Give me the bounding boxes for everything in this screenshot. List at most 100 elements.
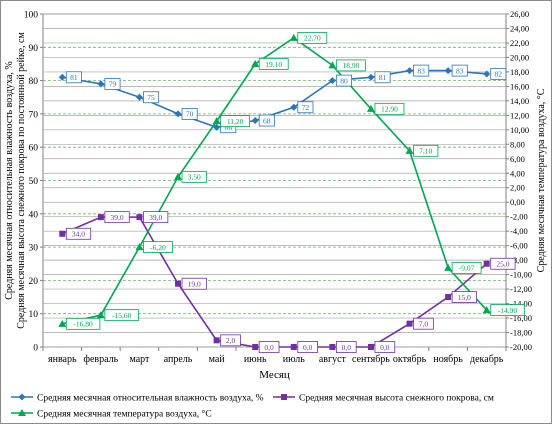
point-temperature	[444, 263, 453, 271]
data-label: 39,0	[143, 211, 169, 224]
data-label-text: 7,10	[419, 147, 432, 156]
data-label-box	[413, 144, 439, 157]
point-temperature	[405, 146, 414, 154]
data-label-text: 80	[340, 76, 348, 85]
legend-label: Средняя месячная высота снежного покрова…	[299, 394, 494, 404]
point-humidity	[213, 123, 221, 131]
data-label-box	[490, 304, 525, 316]
point-humidity	[444, 67, 452, 75]
data-label: -6,20	[143, 241, 173, 254]
data-label-box	[143, 241, 173, 254]
data-label-text: 83	[417, 66, 425, 75]
point-temperature	[174, 172, 183, 180]
point-humidity	[135, 93, 143, 101]
right-tick-label: 22,00	[510, 38, 529, 48]
data-label-box	[143, 211, 169, 224]
data-label: 34,0	[65, 227, 92, 240]
point-temperature	[96, 311, 105, 319]
data-label-text: -6,20	[150, 243, 166, 252]
right-tick-label: -8,00	[510, 255, 528, 265]
data-label: 3,50	[181, 170, 207, 183]
data-label-text: 19,0	[188, 280, 201, 289]
x-tick-label: октябрь	[393, 354, 427, 365]
point-snow	[136, 214, 143, 221]
data-label: 68	[258, 114, 275, 127]
data-label: -15,60	[104, 309, 139, 322]
x-tick-label: апрель	[164, 354, 193, 365]
x-tick-label: июль	[283, 354, 306, 365]
legend-label: Средняя месячная относительная влажность…	[37, 394, 264, 404]
data-label: 19,0	[181, 277, 207, 290]
point-temperature	[482, 306, 491, 314]
legend-item-2: Средняя месячная температура воздуха, °С	[11, 409, 212, 420]
data-label-box	[335, 341, 357, 353]
data-label-box	[258, 114, 275, 127]
data-label-box	[413, 317, 434, 330]
point-snow	[252, 344, 259, 350]
legend-label: Средняя месячная температура воздуха, °С	[37, 409, 212, 420]
left-tick-label: 80	[29, 77, 39, 87]
data-label-text: 81	[379, 73, 387, 82]
data-label-box	[104, 78, 121, 90]
data-label: 22,70	[297, 31, 328, 44]
data-label-box	[181, 108, 198, 120]
point-snow	[175, 280, 182, 287]
legend-marker	[281, 394, 287, 400]
left-tick-label: 50	[29, 177, 39, 187]
data-label-box	[374, 102, 405, 115]
right-tick-label: 16,00	[510, 81, 529, 91]
point-snow	[213, 337, 220, 344]
data-label-box	[258, 341, 280, 353]
right-tick-label: 12,00	[510, 110, 529, 120]
data-label: 75	[143, 91, 160, 104]
data-label: 7,0	[413, 317, 434, 330]
data-label: -14,90	[490, 304, 525, 316]
legend-marker	[18, 409, 26, 416]
right-tick-label: 2,00	[510, 183, 525, 193]
left-tick-label: 10	[29, 310, 39, 320]
data-label: 12,90	[374, 102, 405, 115]
data-label-box	[65, 317, 101, 330]
right-tick-label: 6,00	[510, 154, 525, 164]
left-tick-label: 0	[33, 344, 38, 354]
right-tick-label: -2,00	[510, 212, 528, 222]
point-temperature	[251, 59, 260, 67]
data-label-box	[451, 64, 468, 77]
data-label: 19,10	[258, 58, 289, 70]
x-tick-label: март	[129, 354, 150, 365]
data-label-text: 66	[224, 123, 232, 132]
right-tick-label: 10,00	[510, 125, 529, 135]
legend-item-0: Средняя месячная относительная влажность…	[11, 393, 264, 404]
data-labels-layer: 81 79 75 70 66 68 72 80 81 83 83 82 34,0 39,0 39,0 19,0…	[65, 31, 525, 353]
point-snow	[290, 344, 297, 350]
right-tick-label: -20,00	[510, 342, 532, 352]
data-label-text: 22,70	[304, 34, 321, 43]
data-label: 81	[374, 71, 391, 84]
data-label-box	[335, 59, 366, 72]
data-label-text: 12,90	[381, 105, 398, 114]
data-label: 83	[413, 64, 430, 77]
data-label: 0,0	[374, 341, 396, 353]
point-snow	[59, 230, 66, 237]
data-label-text: 75	[147, 93, 155, 102]
point-snow	[329, 344, 336, 350]
data-label-box	[181, 277, 207, 290]
data-label-box	[104, 211, 130, 224]
data-label-box	[297, 101, 314, 114]
point-temperature	[289, 33, 298, 41]
point-temperature	[58, 319, 67, 327]
data-label-box	[220, 115, 251, 128]
data-label: 70	[181, 108, 198, 120]
data-label-box	[490, 257, 516, 270]
data-label: 83	[451, 64, 468, 77]
data-label: -9,07	[451, 261, 482, 274]
data-label-box	[65, 71, 82, 84]
point-humidity	[406, 67, 414, 75]
point-snow	[445, 294, 452, 301]
data-label-box	[297, 31, 328, 44]
point-humidity	[483, 70, 491, 78]
data-label-text: -16,80	[73, 320, 93, 329]
data-label-box	[451, 261, 482, 274]
